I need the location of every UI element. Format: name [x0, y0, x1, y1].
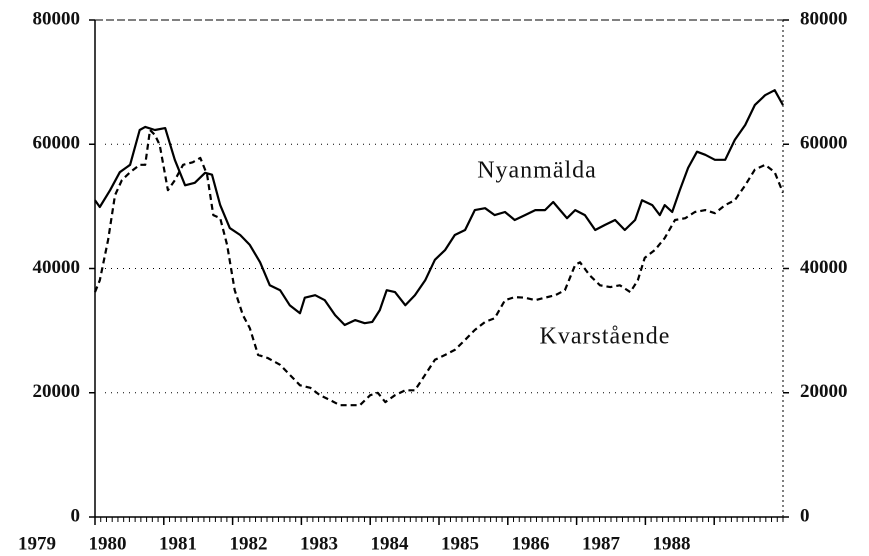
y-tick-label: 40000	[33, 257, 81, 278]
x-tick-label: 1979	[18, 533, 56, 554]
y2-tick-label: 60000	[800, 133, 848, 154]
y-tick-label: 20000	[33, 381, 81, 402]
y-tick-label: 60000	[33, 133, 81, 154]
x-tick-label: 1983	[300, 533, 338, 554]
x-tick-label: 1980	[89, 533, 127, 554]
series-label: Nyanmälda	[477, 158, 597, 184]
x-tick-label: 1985	[441, 533, 479, 554]
series-label: Kvarstående	[540, 324, 671, 350]
x-tick-label: 1988	[653, 533, 691, 554]
y2-tick-label: 20000	[800, 381, 848, 402]
x-tick-label: 1986	[512, 533, 550, 554]
x-tick-label: 1981	[159, 533, 197, 554]
y-tick-label: 0	[71, 505, 81, 526]
series-line	[94, 89, 784, 327]
y-tick-label: 80000	[33, 8, 81, 29]
series-line	[93, 128, 785, 407]
x-tick-label: 1982	[230, 533, 268, 554]
x-tick-label: 1987	[582, 533, 621, 554]
x-tick-label: 1984	[371, 533, 410, 554]
y2-tick-label: 80000	[800, 8, 848, 29]
y2-tick-label: 0	[800, 505, 810, 526]
y2-tick-label: 40000	[800, 257, 848, 278]
